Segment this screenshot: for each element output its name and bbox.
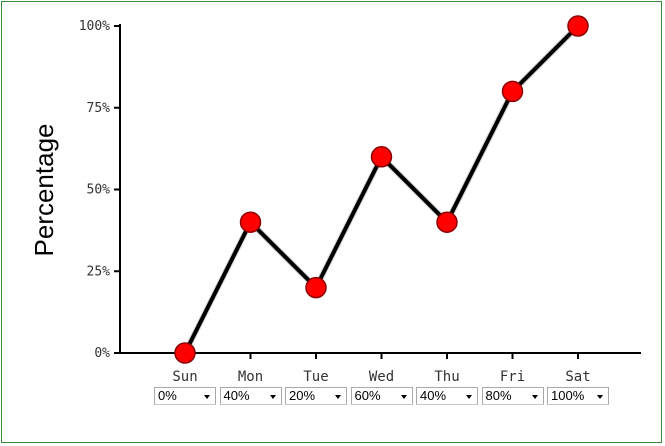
select-sun[interactable]: 0% — [154, 387, 216, 405]
select-value: 40% — [223, 388, 250, 403]
data-point — [305, 276, 327, 299]
chevron-down-icon — [466, 395, 472, 399]
select-value: 40% — [420, 388, 447, 403]
select-wed[interactable]: 60% — [350, 387, 413, 405]
x-axis: Sun Mon Tue Wed Thu Fri Sat — [120, 352, 641, 385]
data-point — [501, 80, 524, 103]
y-tick-label: 100% — [79, 19, 110, 34]
data-point — [239, 211, 262, 233]
select-thu[interactable]: 40% — [416, 387, 478, 405]
x-tick-label: Wed — [369, 369, 394, 385]
x-tick-label: Sat — [565, 369, 590, 385]
series-line — [183, 24, 580, 354]
x-tick-label: Sun — [172, 369, 197, 385]
chevron-down-icon — [597, 395, 603, 399]
series-line-shadow — [182, 23, 581, 355]
x-tick-label: Mon — [238, 369, 263, 385]
select-value: 100% — [551, 388, 585, 403]
select-value: 0% — [158, 388, 177, 403]
select-value: 60% — [354, 388, 381, 403]
y-axis-title: Percentage — [29, 124, 59, 257]
select-value: 20% — [289, 388, 316, 403]
data-point — [174, 342, 196, 364]
select-fri[interactable]: 80% — [481, 387, 544, 405]
chevron-down-icon — [269, 395, 276, 399]
y-tick-label: 0% — [94, 346, 110, 361]
data-points — [174, 15, 589, 364]
select-tue[interactable]: 20% — [285, 387, 347, 405]
data-point — [436, 211, 458, 233]
select-mon[interactable]: 40% — [219, 387, 282, 405]
x-tick-label: Tue — [303, 369, 328, 385]
chevron-down-icon — [335, 395, 341, 399]
select-sat[interactable]: 100% — [547, 387, 609, 405]
y-tick-label: 75% — [87, 101, 111, 116]
y-axis: 0% 25% 50% 75% 100% — [79, 19, 121, 361]
chevron-down-icon — [531, 395, 538, 399]
x-tick-label: Fri — [500, 369, 525, 385]
data-point — [567, 15, 589, 37]
y-tick-label: 25% — [87, 264, 111, 279]
series-line-group — [182, 23, 581, 355]
y-tick-label: 50% — [87, 183, 111, 198]
x-tick-label: Thu — [434, 369, 459, 385]
data-point — [370, 146, 393, 168]
chevron-down-icon — [400, 395, 407, 399]
select-value: 80% — [485, 388, 512, 403]
chevron-down-icon — [204, 395, 210, 399]
